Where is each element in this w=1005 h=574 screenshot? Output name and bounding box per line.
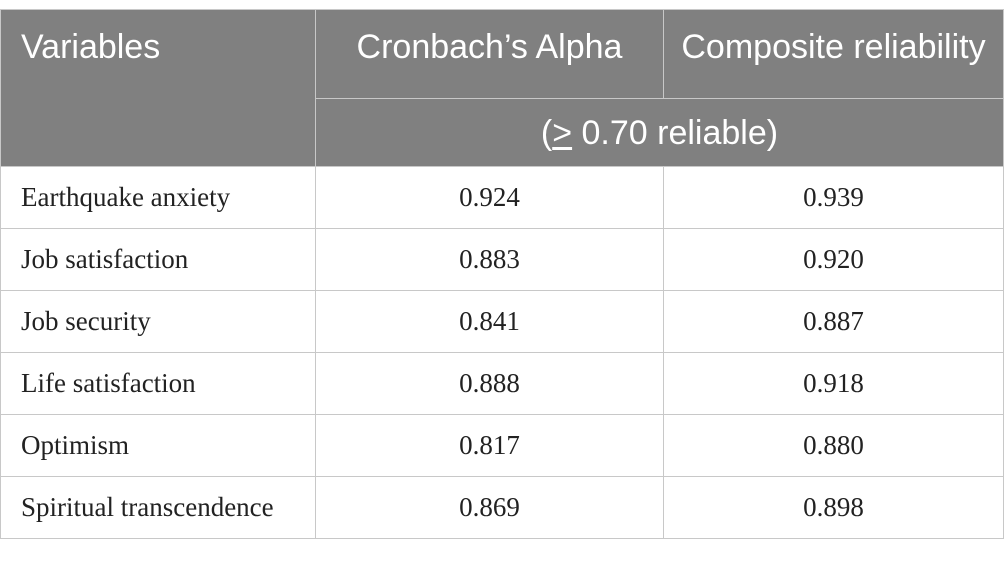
table-row: Job satisfaction 0.883 0.920 (0, 228, 1004, 291)
alpha-value: 0.841 (315, 290, 664, 353)
table-row: Life satisfaction 0.888 0.918 (0, 352, 1004, 415)
variable-name: Optimism (0, 414, 316, 477)
composite-value: 0.880 (663, 414, 1004, 477)
alpha-value: 0.883 (315, 228, 664, 291)
composite-value: 0.920 (663, 228, 1004, 291)
composite-value: 0.887 (663, 290, 1004, 353)
alpha-value: 0.888 (315, 352, 664, 415)
header-variables: Variables (0, 9, 316, 167)
alpha-value: 0.924 (315, 166, 664, 229)
header-threshold: (> 0.70 reliable) (315, 98, 1004, 167)
variable-name: Job satisfaction (0, 228, 316, 291)
threshold-text: 0.70 reliable) (572, 113, 779, 152)
header-composite-reliability: Composite reliability (663, 9, 1004, 99)
variable-name: Job security (0, 290, 316, 353)
table-row: Job security 0.841 0.887 (0, 290, 1004, 353)
table-row: Optimism 0.817 0.880 (0, 414, 1004, 477)
reliability-table: Variables Cronbach’s Alpha Composite rel… (0, 9, 1004, 539)
variable-name: Spiritual transcendence (0, 476, 316, 539)
composite-value: 0.918 (663, 352, 1004, 415)
composite-value: 0.939 (663, 166, 1004, 229)
header-row: Variables Cronbach’s Alpha Composite rel… (0, 9, 1004, 167)
threshold-symbol: > (552, 113, 573, 152)
table-row: Spiritual transcendence 0.869 0.898 (0, 476, 1004, 539)
alpha-value: 0.869 (315, 476, 664, 539)
table-row: Earthquake anxiety 0.924 0.939 (0, 166, 1004, 229)
variable-name: Life satisfaction (0, 352, 316, 415)
header-cronbach-alpha: Cronbach’s Alpha (315, 9, 664, 99)
threshold-open: ( (540, 113, 553, 152)
variable-name: Earthquake anxiety (0, 166, 316, 229)
alpha-value: 0.817 (315, 414, 664, 477)
threshold-row: (> 0.70 reliable) (1, 98, 1004, 167)
composite-value: 0.898 (663, 476, 1004, 539)
